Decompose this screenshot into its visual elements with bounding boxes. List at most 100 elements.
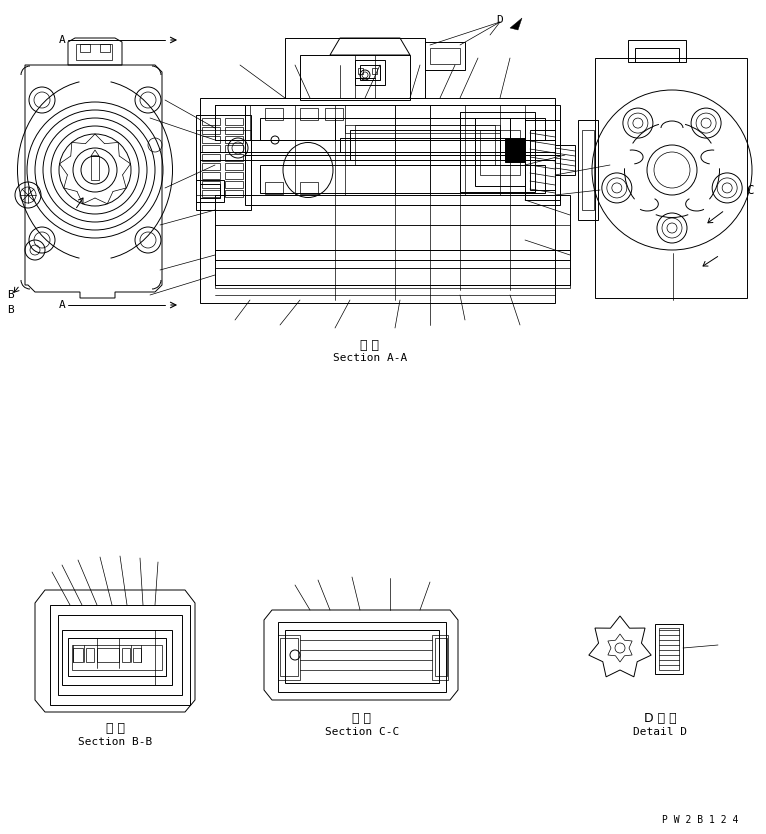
Text: 断 面: 断 面 [106, 721, 125, 735]
Bar [100, 44, 110, 52]
Polygon shape [510, 18, 522, 30]
Bar [530, 130, 555, 190]
Bar [635, 48, 679, 62]
Bar [225, 127, 243, 134]
Bar [430, 48, 460, 64]
Bar [595, 58, 747, 298]
Bar [215, 225, 570, 250]
Bar [285, 38, 425, 98]
Bar [225, 154, 243, 161]
Bar [225, 172, 243, 179]
Bar [260, 118, 545, 140]
Bar [285, 630, 439, 683]
Bar [265, 182, 283, 194]
Bar [225, 118, 243, 125]
Text: P W 2 B 1 2 4: P W 2 B 1 2 4 [662, 815, 738, 825]
Bar [225, 181, 243, 188]
Bar [345, 125, 500, 133]
Bar [97, 648, 119, 662]
Bar [350, 130, 500, 160]
Text: D 詳 細: D 詳 細 [643, 711, 676, 725]
Text: 断 面: 断 面 [361, 339, 379, 351]
Bar [435, 638, 447, 676]
Bar [202, 172, 220, 179]
Bar [582, 130, 594, 210]
Bar [278, 635, 300, 680]
Bar [202, 190, 220, 197]
Bar [215, 105, 250, 140]
Bar [355, 125, 495, 165]
Bar [202, 118, 220, 125]
Bar [202, 136, 220, 143]
Bar [300, 55, 410, 100]
Bar [300, 182, 318, 194]
Bar [655, 624, 683, 674]
Bar [200, 98, 555, 303]
Bar [225, 163, 243, 170]
Bar [360, 65, 380, 80]
Bar [72, 645, 162, 670]
Bar [358, 68, 363, 74]
Bar [265, 108, 283, 120]
Bar [245, 155, 560, 205]
Bar [202, 181, 220, 188]
Bar [202, 154, 220, 161]
Text: B: B [7, 290, 13, 300]
Text: C: C [746, 183, 754, 197]
Bar [372, 68, 377, 74]
Bar [202, 145, 220, 152]
Text: 断 面: 断 面 [352, 711, 372, 725]
Bar [355, 60, 385, 85]
Text: Section B-B: Section B-B [78, 737, 152, 747]
Bar [225, 190, 243, 197]
Bar [62, 630, 172, 685]
Bar [460, 112, 535, 192]
Bar [215, 105, 555, 140]
Text: A: A [59, 300, 65, 310]
Bar [196, 180, 224, 202]
Bar [196, 115, 251, 210]
Bar [76, 44, 112, 60]
Bar [280, 638, 298, 676]
Bar [196, 130, 251, 195]
Bar [122, 648, 130, 662]
Bar [68, 638, 166, 676]
Bar [58, 615, 182, 695]
Bar [505, 138, 525, 162]
Bar [215, 268, 570, 288]
Bar [628, 40, 686, 62]
Text: Detail D: Detail D [633, 727, 687, 737]
Bar [278, 622, 446, 692]
Bar [475, 118, 525, 186]
Bar [133, 648, 141, 662]
Bar [50, 605, 190, 705]
Bar [73, 648, 83, 662]
Bar [245, 105, 560, 155]
Bar [325, 108, 343, 120]
Bar [202, 127, 220, 134]
Bar [578, 120, 598, 220]
Bar [215, 195, 570, 260]
Bar [425, 42, 465, 70]
Text: Section C-C: Section C-C [325, 727, 399, 737]
Bar [86, 648, 94, 662]
Bar [525, 120, 560, 200]
Bar [200, 184, 220, 198]
Bar [80, 44, 90, 52]
Bar [202, 163, 220, 170]
Bar [300, 108, 318, 120]
Bar [480, 130, 520, 175]
Text: A: A [59, 35, 65, 45]
Bar [225, 136, 243, 143]
Text: D: D [496, 15, 503, 25]
Bar [335, 118, 510, 140]
Bar [659, 628, 679, 670]
Bar [432, 635, 448, 680]
Text: B: B [7, 305, 13, 315]
Bar [215, 250, 570, 285]
Bar [225, 145, 243, 152]
Bar [260, 165, 545, 193]
Text: Section A-A: Section A-A [333, 353, 407, 363]
Bar [340, 138, 510, 152]
Bar [555, 145, 575, 175]
